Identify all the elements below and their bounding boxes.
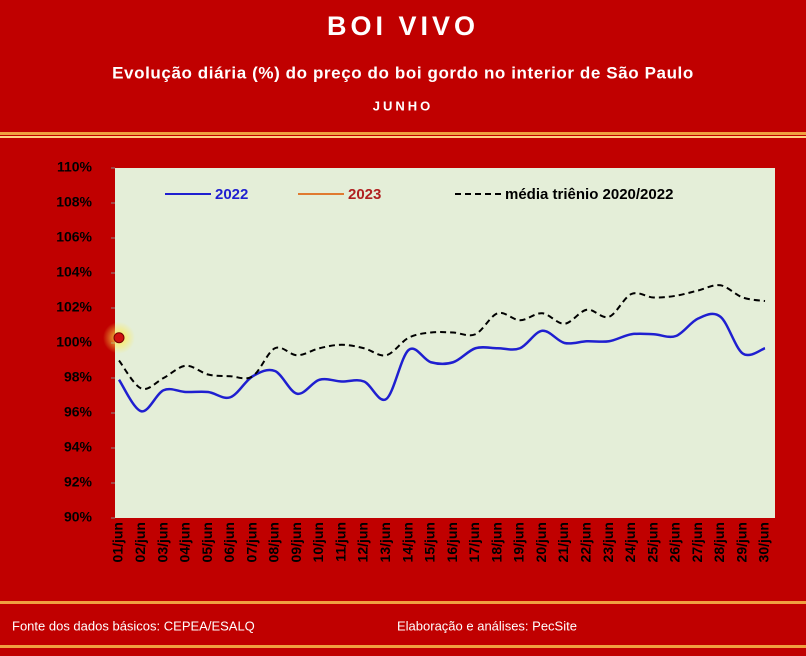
x-tick-label: 08/jun (266, 522, 282, 562)
credit: Elaboração e análises: PecSite (397, 618, 577, 633)
divider (0, 645, 806, 648)
x-tick-label: 14/jun (399, 522, 415, 562)
x-tick-label: 30/jun (756, 522, 772, 562)
y-tick-label: 92% (64, 474, 93, 490)
y-tick-label: 100% (56, 334, 92, 350)
x-tick-label: 24/jun (622, 522, 638, 562)
x-tick-label: 17/jun (466, 522, 482, 562)
x-tick-label: 27/jun (689, 522, 705, 562)
x-tick-label: 29/jun (733, 522, 749, 562)
period: JUNHO (373, 98, 434, 113)
x-tick-label: 16/jun (444, 522, 460, 562)
x-tick-label: 09/jun (288, 522, 304, 562)
legend-label: 2023 (348, 186, 381, 203)
x-tick-label: 20/jun (533, 522, 549, 562)
y-tick-label: 90% (64, 509, 93, 525)
x-tick-label: 03/jun (154, 522, 170, 562)
x-tick-label: 25/jun (644, 522, 660, 562)
x-tick-label: 28/jun (711, 522, 727, 562)
chart-title: BOI VIVO (327, 11, 479, 41)
source: Fonte dos dados básicos: CEPEA/ESALQ (12, 618, 255, 633)
y-tick-label: 108% (56, 194, 92, 210)
y-tick-label: 102% (56, 299, 92, 315)
x-tick-label: 22/jun (577, 522, 593, 562)
y-tick-label: 98% (64, 369, 93, 385)
x-tick-label: 04/jun (177, 522, 193, 562)
y-tick-label: 94% (64, 439, 93, 455)
x-tick-label: 01/jun (110, 522, 126, 562)
x-tick-label: 15/jun (422, 522, 438, 562)
divider (0, 132, 806, 135)
x-tick-label: 23/jun (600, 522, 616, 562)
x-tick-label: 21/jun (555, 522, 571, 562)
x-tick-label: 19/jun (511, 522, 527, 562)
divider (0, 136, 806, 138)
x-tick-label: 07/jun (243, 522, 259, 562)
legend-label: 2022 (215, 186, 248, 203)
x-tick-label: 10/jun (310, 522, 326, 562)
x-tick-label: 05/jun (199, 522, 215, 562)
plot-area (115, 168, 775, 518)
chart-subtitle: Evolução diária (%) do preço do boi gord… (112, 63, 694, 82)
y-tick-label: 106% (56, 229, 92, 245)
y-tick-label: 104% (56, 264, 92, 280)
x-tick-label: 12/jun (355, 522, 371, 562)
x-tick-label: 06/jun (221, 522, 237, 562)
series-line (118, 284, 766, 391)
legend-label: média triênio 2020/2022 (505, 186, 673, 203)
x-tick-label: 11/jun (332, 522, 348, 562)
series-line (117, 312, 766, 413)
x-tick-label: 18/jun (488, 522, 504, 562)
y-tick-label: 110% (57, 159, 93, 175)
x-tick-label: 02/jun (132, 522, 148, 562)
x-tick-label: 26/jun (667, 522, 683, 562)
x-tick-label: 13/jun (377, 522, 393, 562)
series-point (113, 332, 125, 344)
divider (0, 601, 806, 604)
y-tick-label: 96% (64, 404, 93, 420)
